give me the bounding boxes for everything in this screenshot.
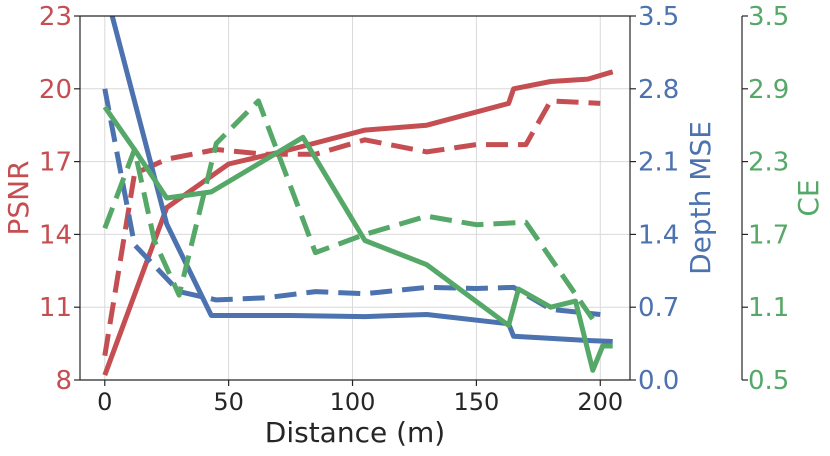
ce-tick-label: 2.3 [748,148,789,178]
psnr-tick-label: 20 [39,75,72,105]
tick-layer: 0 50 100 150 200 8 11 14 17 20 23 0.0 0.7 1.4 2.1 2.8 3.… [39,2,789,416]
x-tick-label: 150 [453,388,499,416]
ce-tick-label: 2.9 [748,75,789,105]
depth-tick-label: 1.4 [638,220,679,250]
ce-tick-label: 1.1 [748,293,789,323]
x-tick-label: 50 [213,388,244,416]
series-layer [102,15,614,376]
ce-tick-label: 1.7 [748,220,789,250]
depth-dashed-series-line [102,88,601,317]
x-tick-label: 0 [97,388,112,416]
ce-dashed-series-line [102,98,595,321]
psnr-tick-label: 17 [39,148,72,178]
psnr-axis-label: PSNR [2,160,35,235]
x-axis-label: Distance (m) [265,416,445,449]
x-tick-label: 200 [577,388,623,416]
depth-tick-label: 0.0 [638,366,679,396]
depth-solid-series-line [109,15,613,344]
grid [80,15,630,381]
plot-frame [79,15,743,381]
ce-axis-label: CE [792,179,825,216]
psnr-tick-label: 14 [39,220,72,250]
psnr-solid-series-line [102,69,614,376]
psnr-dashed-series-line [102,98,601,357]
psnr-tick-label: 23 [39,2,72,32]
psnr-tick-label: 8 [55,366,72,396]
depth-tick-label: 0.7 [638,293,679,323]
psnr-tick-label: 11 [39,293,72,323]
depth-tick-label: 2.8 [638,75,679,105]
depth-tick-label: 3.5 [638,2,679,32]
depth-axis-label: Depth MSE [684,121,717,275]
ce-tick-label: 3.5 [748,2,789,32]
depth-tick-label: 2.1 [638,148,679,178]
x-tick-label: 100 [330,388,376,416]
ce-tick-label: 0.5 [748,366,789,396]
ce-solid-series-line [102,105,613,373]
